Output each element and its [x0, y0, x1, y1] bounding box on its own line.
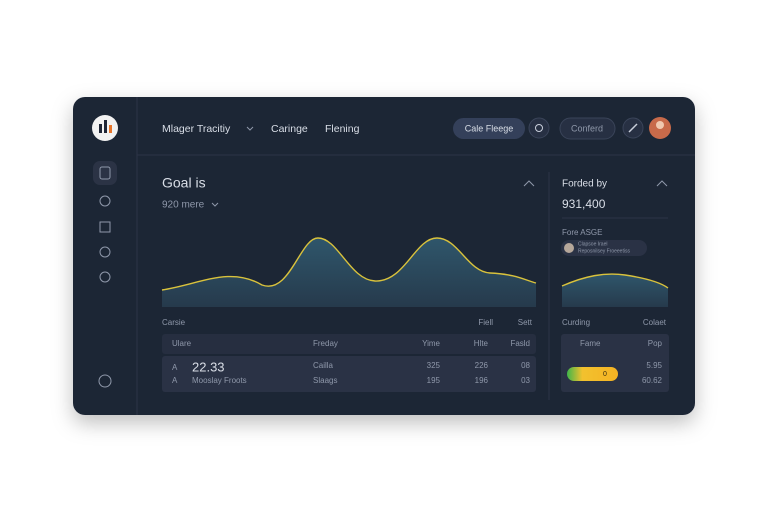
table-caption: Curding	[562, 318, 590, 327]
nav-icon[interactable]	[98, 374, 112, 388]
user-chip[interactable]	[561, 240, 647, 256]
cell: 22.33	[192, 359, 225, 374]
side-label: Fore ASGE	[562, 228, 602, 237]
cell: 60.62	[642, 376, 663, 385]
primary-button[interactable]	[453, 118, 525, 139]
nav-icon[interactable]	[99, 195, 111, 207]
nav-active[interactable]	[93, 161, 117, 185]
nav-icon[interactable]	[99, 166, 111, 180]
column-header: Fame	[580, 339, 601, 348]
cell: Mooslay Froots	[192, 376, 247, 385]
area-chart	[162, 238, 536, 307]
logo-bar	[104, 120, 107, 133]
cell: 5.95	[646, 361, 662, 370]
nav-icon[interactable]	[99, 246, 111, 258]
chevron	[211, 202, 219, 207]
side-title: Forded by	[562, 179, 607, 190]
avatar-face	[656, 121, 664, 129]
area-line	[561, 273, 669, 289]
column-header: Hlte	[474, 339, 489, 348]
chevron	[246, 126, 254, 131]
table-caption: Carsie	[162, 318, 186, 327]
column-header: Yime	[422, 339, 440, 348]
nav-item[interactable]: Caringe	[271, 123, 308, 135]
logo-bar	[99, 124, 102, 133]
cell: Slaags	[313, 376, 337, 385]
nav-item[interactable]: Flening	[325, 123, 360, 135]
cell: 08	[521, 361, 530, 370]
cell: 195	[427, 376, 441, 385]
cell: A	[172, 363, 178, 372]
cell: A	[172, 376, 178, 385]
column-header: Ulare	[172, 339, 192, 348]
table-caption[interactable]: Colaet	[643, 318, 667, 327]
chip-avatar	[564, 243, 574, 253]
button-label[interactable]: Conferd	[571, 123, 603, 133]
pill-label: 0	[603, 371, 607, 378]
nav-item[interactable]: Mlager Tracitiy	[162, 123, 231, 135]
table-body	[162, 356, 536, 392]
panel-subtitle[interactable]: 920 mere	[162, 200, 205, 211]
secondary-button[interactable]	[559, 117, 616, 140]
status-pill	[567, 367, 618, 381]
panel-title: Goal is	[162, 175, 206, 191]
column-header: Fasld	[510, 339, 530, 348]
area-line	[161, 237, 537, 291]
collapse[interactable]	[656, 180, 668, 187]
cell: Cailla	[313, 361, 334, 370]
edit-icon	[628, 123, 638, 133]
cell: 325	[427, 361, 441, 370]
side-value: 931,400	[562, 197, 606, 211]
cell: 03	[521, 376, 530, 385]
collapse[interactable]	[523, 180, 535, 187]
button-label[interactable]: Cale Fleege	[465, 123, 514, 133]
nav-icon[interactable]	[99, 221, 111, 233]
cell: 196	[475, 376, 489, 385]
cell: 226	[475, 361, 489, 370]
nav-icon[interactable]	[99, 271, 111, 283]
column-header: Pop	[648, 339, 663, 348]
chip-text: Clapsoe Irael	[578, 241, 607, 247]
chip-text: Reposnilsey Froeeetiss	[578, 248, 630, 254]
column-header: Freday	[313, 339, 338, 348]
logo-bar	[109, 125, 112, 133]
search-button[interactable]	[528, 117, 550, 139]
table-caption[interactable]: Sett	[518, 318, 533, 327]
search-icon	[535, 124, 543, 132]
table-caption[interactable]: Fiell	[478, 318, 493, 327]
table-header	[162, 334, 536, 354]
area-chart	[562, 274, 668, 307]
